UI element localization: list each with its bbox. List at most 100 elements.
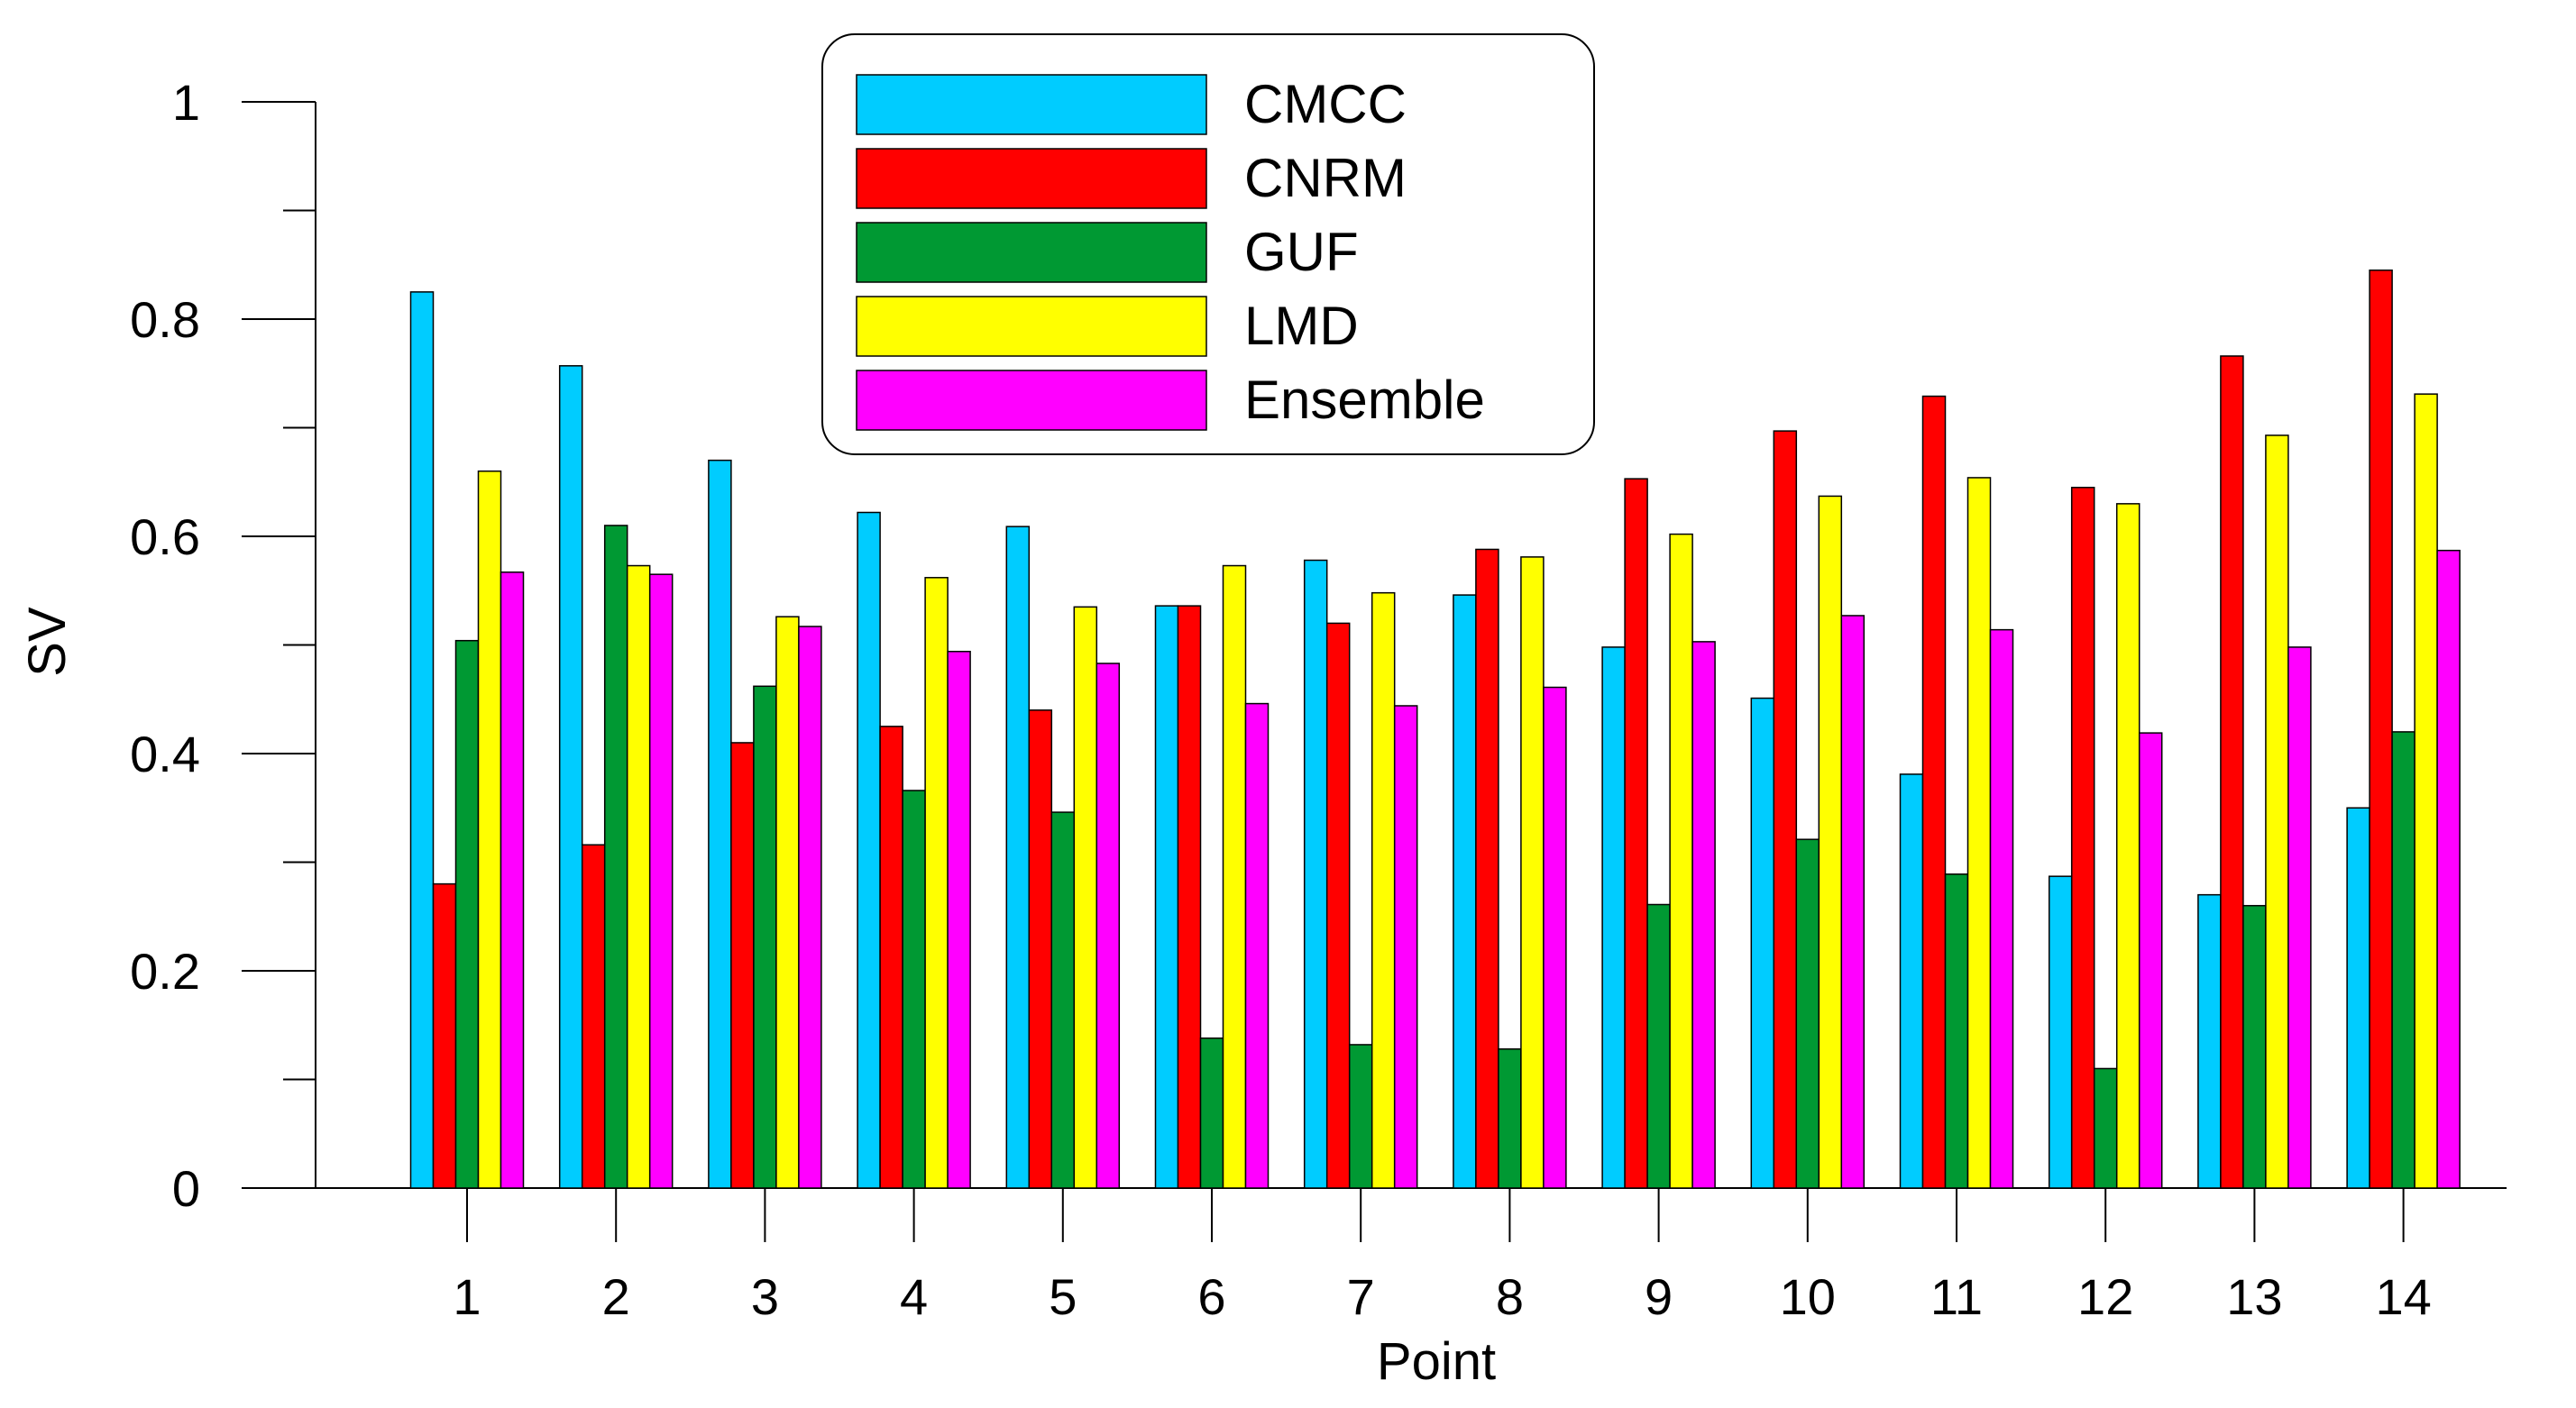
bar-guf-4 xyxy=(902,790,926,1189)
bar-cmcc-11 xyxy=(1899,773,1924,1189)
bar-ensemble-10 xyxy=(1840,615,1866,1189)
bar-guf-1 xyxy=(454,639,480,1189)
legend-swatch-cnrm xyxy=(856,148,1207,209)
bar-lmd-1 xyxy=(477,470,502,1189)
bar-cmcc-4 xyxy=(857,511,881,1189)
legend-swatch-lmd xyxy=(856,296,1207,357)
bar-cmcc-7 xyxy=(1303,559,1328,1189)
bar-lmd-13 xyxy=(2265,434,2289,1189)
bar-lmd-9 xyxy=(1669,533,1693,1189)
bar-ensemble-4 xyxy=(947,650,971,1189)
x-tick-label: 9 xyxy=(1645,1268,1673,1325)
bar-cnrm-6 xyxy=(1177,605,1202,1189)
bar-lmd-4 xyxy=(924,577,949,1189)
x-tick-label: 11 xyxy=(1930,1268,1983,1325)
bar-guf-5 xyxy=(1050,811,1076,1189)
x-tick-label: 3 xyxy=(751,1268,779,1325)
bar-cnrm-14 xyxy=(2369,270,2393,1189)
legend-label-lmd: LMD xyxy=(1244,296,1359,356)
bar-ensemble-5 xyxy=(1095,663,1121,1189)
x-tick-label: 6 xyxy=(1197,1268,1225,1325)
bar-guf-2 xyxy=(603,525,628,1189)
x-axis-title: Point xyxy=(1377,1332,1496,1391)
bar-cmcc-5 xyxy=(1005,526,1031,1189)
x-tick-label: 12 xyxy=(2077,1268,2133,1325)
y-tick-label: 0.4 xyxy=(130,726,200,782)
legend-label-guf: GUF xyxy=(1244,222,1359,282)
y-axis-title: SV xyxy=(18,607,77,677)
bar-cnrm-4 xyxy=(879,726,903,1189)
legend-label-ensemble: Ensemble xyxy=(1244,370,1485,430)
bar-guf-6 xyxy=(1199,1037,1224,1189)
bar-cnrm-11 xyxy=(1921,395,1947,1189)
bar-lmd-11 xyxy=(1966,477,1992,1189)
bar-cnrm-8 xyxy=(1475,548,1499,1189)
legend-swatch-guf xyxy=(856,222,1207,283)
axes-group: 00.20.40.60.811 2 3 4 5 6 7 8 9 10 11 12 13 14 xyxy=(130,74,2507,1325)
bar-cmcc-13 xyxy=(2197,893,2222,1189)
y-tick-label: 1 xyxy=(172,74,200,131)
bar-cmcc-3 xyxy=(708,459,732,1189)
bar-cmcc-14 xyxy=(2346,807,2370,1189)
bar-cnrm-9 xyxy=(1624,478,1648,1189)
x-tick-label: 7 xyxy=(1347,1268,1375,1325)
x-tick-label: 13 xyxy=(2226,1268,2282,1325)
bar-lmd-12 xyxy=(2115,503,2141,1189)
y-tick-label: 0.8 xyxy=(130,291,200,348)
bar-cmcc-2 xyxy=(558,365,583,1189)
x-tick-label: 1 xyxy=(453,1268,481,1325)
bar-cnrm-2 xyxy=(581,844,606,1189)
bar-guf-13 xyxy=(2242,904,2267,1189)
bar-guf-14 xyxy=(2391,731,2416,1189)
bar-cnrm-13 xyxy=(2220,355,2244,1189)
bar-lmd-10 xyxy=(1818,495,1843,1189)
bar-lmd-8 xyxy=(1520,556,1545,1189)
bar-lmd-7 xyxy=(1371,591,1396,1189)
bar-cmcc-6 xyxy=(1154,605,1179,1189)
legend-swatch-ensemble xyxy=(856,370,1207,431)
bar-lmd-2 xyxy=(626,564,651,1189)
bar-ensemble-9 xyxy=(1691,641,1716,1189)
bar-cmcc-1 xyxy=(409,291,435,1189)
bar-guf-3 xyxy=(753,685,777,1189)
x-tick-label: 14 xyxy=(2375,1268,2431,1325)
legend-label-cmcc: CMCC xyxy=(1244,74,1407,134)
legend-label-cnrm: CNRM xyxy=(1244,148,1407,208)
bars-group xyxy=(409,270,2461,1189)
x-tick-label: 10 xyxy=(1780,1268,1836,1325)
bar-cmcc-12 xyxy=(2048,875,2073,1189)
bar-lmd-3 xyxy=(775,616,800,1189)
bar-ensemble-7 xyxy=(1393,705,1418,1189)
y-tick-label: 0.2 xyxy=(130,943,200,1000)
bar-cnrm-1 xyxy=(432,882,457,1189)
bar-cnrm-5 xyxy=(1028,709,1053,1189)
bar-cnrm-3 xyxy=(730,742,755,1189)
bar-guf-7 xyxy=(1348,1044,1373,1189)
bar-guf-9 xyxy=(1646,903,1671,1189)
bar-guf-10 xyxy=(1795,838,1820,1189)
bar-guf-12 xyxy=(2093,1067,2118,1189)
bar-ensemble-2 xyxy=(648,573,674,1189)
bar-cmcc-9 xyxy=(1601,646,1626,1189)
bar-cmcc-10 xyxy=(1750,697,1775,1189)
x-tick-label: 2 xyxy=(602,1268,630,1325)
bar-ensemble-3 xyxy=(798,626,822,1189)
bar-guf-8 xyxy=(1498,1048,1522,1189)
bar-ensemble-1 xyxy=(500,571,525,1189)
bar-ensemble-8 xyxy=(1543,686,1567,1189)
bar-ensemble-11 xyxy=(1989,628,2014,1189)
bar-ensemble-6 xyxy=(1244,702,1270,1189)
x-tick-label: 5 xyxy=(1049,1268,1077,1325)
x-tick-label: 8 xyxy=(1496,1268,1524,1325)
bar-cmcc-8 xyxy=(1453,594,1477,1189)
bar-guf-11 xyxy=(1944,873,1969,1189)
bar-lmd-14 xyxy=(2414,393,2438,1189)
bar-ensemble-14 xyxy=(2436,549,2461,1189)
x-tick-label: 4 xyxy=(900,1268,928,1325)
y-tick-label: 0.6 xyxy=(130,508,200,565)
bar-cnrm-10 xyxy=(1773,430,1798,1189)
bar-ensemble-13 xyxy=(2287,646,2312,1189)
legend: CMCC CNRM GUF LMD Ensemble xyxy=(821,33,1595,455)
bar-ensemble-12 xyxy=(2138,732,2163,1189)
